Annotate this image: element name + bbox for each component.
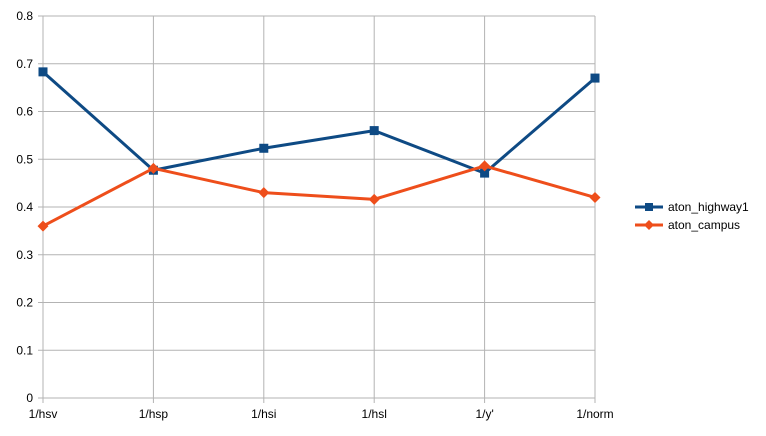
data-point <box>368 193 380 205</box>
data-point <box>37 220 49 232</box>
y-tick-label: 0 <box>26 391 33 405</box>
data-point <box>480 168 490 178</box>
legend-label: aton_highway1 <box>668 200 749 214</box>
y-tick-label: 0.1 <box>16 343 33 357</box>
legend: aton_highway1 aton_campus <box>635 200 749 232</box>
legend-swatch-marker <box>645 203 653 211</box>
y-tick-label: 0.8 <box>16 9 33 23</box>
series-line <box>42 70 596 175</box>
y-tick-label: 0.5 <box>16 152 33 166</box>
y-tick-label: 0.4 <box>16 200 33 214</box>
series-lines <box>37 67 601 232</box>
y-tick-label: 0.2 <box>16 296 33 310</box>
y-tick-label: 0.7 <box>16 57 33 71</box>
y-tick-label: 0.3 <box>16 248 33 262</box>
x-tick-labels: 1/hsv 1/hsp 1/hsi 1/hsl 1/y' 1/norm <box>29 407 614 421</box>
x-tick-label: 1/hsv <box>29 407 58 421</box>
data-point <box>479 160 491 172</box>
data-point <box>369 126 379 136</box>
series-aton_highway1 <box>38 67 600 178</box>
gridlines <box>42 15 596 398</box>
data-point <box>590 73 600 83</box>
data-point <box>38 67 48 77</box>
x-tick-label: 1/norm <box>576 407 613 421</box>
series-aton_campus <box>37 160 601 232</box>
data-point <box>147 162 159 174</box>
x-tick-label: 1/hsp <box>139 407 169 421</box>
series-line <box>42 164 596 228</box>
legend-item: aton_campus <box>635 218 740 232</box>
x-tick-label: 1/hsl <box>362 407 387 421</box>
data-point <box>258 187 270 199</box>
y-tick-label: 0.6 <box>16 105 33 119</box>
legend-item: aton_highway1 <box>635 200 749 214</box>
legend-label: aton_campus <box>668 218 740 232</box>
legend-swatch-marker <box>644 220 654 230</box>
x-tick-label: 1/y' <box>475 407 493 421</box>
data-point <box>589 191 601 203</box>
axes <box>38 15 596 403</box>
y-tick-labels: 0 0.1 0.2 0.3 0.4 0.5 0.6 0.7 0.8 <box>16 9 33 405</box>
x-tick-label: 1/hsi <box>251 407 276 421</box>
data-point <box>259 143 269 153</box>
